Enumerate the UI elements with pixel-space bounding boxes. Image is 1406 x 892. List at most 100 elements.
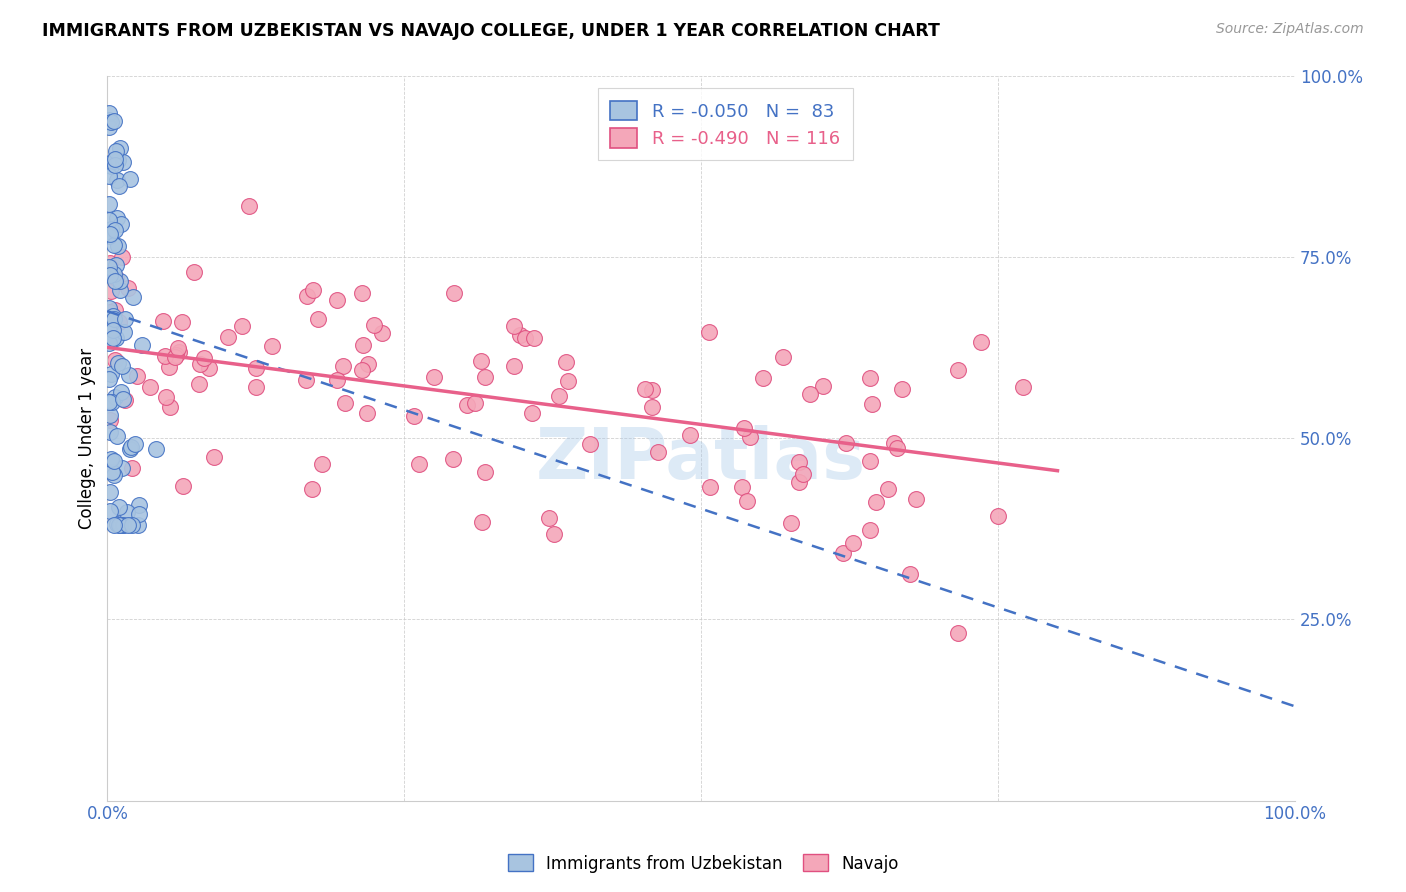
- Point: [634, 382, 657, 396]
- Point: [107, 356, 129, 370]
- Point: [548, 388, 571, 402]
- Point: [813, 379, 835, 393]
- Text: ZIPatlas: ZIPatlas: [536, 425, 866, 494]
- Point: [100, 160, 122, 174]
- Point: [402, 409, 425, 424]
- Point: [641, 384, 664, 398]
- Point: [114, 311, 136, 326]
- Point: [332, 359, 354, 373]
- Point: [842, 535, 865, 549]
- Point: [202, 450, 225, 464]
- Point: [98, 504, 121, 518]
- Point: [97, 106, 120, 120]
- Point: [752, 371, 775, 385]
- Point: [165, 348, 187, 362]
- Point: [104, 258, 127, 272]
- Point: [898, 566, 921, 581]
- Point: [543, 527, 565, 541]
- Point: [121, 518, 143, 533]
- Point: [891, 382, 914, 396]
- Point: [859, 454, 882, 468]
- Point: [98, 196, 121, 211]
- Point: [98, 305, 121, 319]
- Point: [103, 322, 125, 336]
- Point: [128, 499, 150, 513]
- Point: [295, 373, 318, 387]
- Point: [114, 392, 136, 407]
- Point: [423, 370, 446, 384]
- Point: [883, 435, 905, 450]
- Point: [118, 171, 141, 186]
- Point: [470, 354, 492, 368]
- Text: Source: ZipAtlas.com: Source: ZipAtlas.com: [1216, 22, 1364, 37]
- Point: [100, 115, 122, 129]
- Point: [103, 331, 125, 345]
- Point: [107, 239, 129, 253]
- Point: [115, 505, 138, 519]
- Point: [877, 482, 900, 496]
- Point: [117, 518, 139, 533]
- Point: [860, 397, 883, 411]
- Point: [513, 331, 536, 345]
- Point: [311, 457, 333, 471]
- Point: [111, 518, 134, 533]
- Point: [557, 374, 579, 388]
- Point: [731, 480, 754, 494]
- Point: [456, 398, 478, 412]
- Point: [103, 518, 125, 533]
- Point: [127, 368, 149, 383]
- Point: [859, 523, 882, 537]
- Point: [471, 515, 494, 529]
- Point: [647, 445, 669, 459]
- Point: [100, 452, 122, 467]
- Point: [127, 518, 149, 533]
- Point: [640, 400, 662, 414]
- Point: [98, 213, 121, 227]
- Point: [886, 441, 908, 455]
- Legend: Immigrants from Uzbekistan, Navajo: Immigrants from Uzbekistan, Navajo: [501, 847, 905, 880]
- Point: [946, 625, 969, 640]
- Point: [792, 467, 814, 481]
- Point: [108, 518, 131, 533]
- Point: [112, 518, 135, 533]
- Point: [326, 373, 349, 387]
- Point: [307, 312, 329, 326]
- Point: [112, 155, 135, 169]
- Point: [104, 152, 127, 166]
- Point: [105, 429, 128, 443]
- Point: [772, 350, 794, 364]
- Point: [108, 275, 131, 289]
- Text: IMMIGRANTS FROM UZBEKISTAN VS NAVAJO COLLEGE, UNDER 1 YEAR CORRELATION CHART: IMMIGRANTS FROM UZBEKISTAN VS NAVAJO COL…: [42, 22, 941, 40]
- Point: [865, 495, 887, 509]
- Point: [111, 359, 134, 373]
- Point: [231, 319, 253, 334]
- Point: [172, 315, 194, 329]
- Point: [97, 260, 120, 274]
- Point: [100, 285, 122, 299]
- Point: [104, 353, 127, 368]
- Point: [97, 113, 120, 128]
- Point: [103, 238, 125, 252]
- Point: [217, 330, 239, 344]
- Point: [104, 274, 127, 288]
- Point: [834, 436, 856, 450]
- Point: [441, 452, 464, 467]
- Point: [301, 483, 323, 497]
- Point: [117, 281, 139, 295]
- Point: [121, 290, 143, 304]
- Point: [107, 211, 129, 225]
- Point: [295, 289, 318, 303]
- Point: [97, 169, 120, 183]
- Point: [103, 309, 125, 323]
- Point: [858, 371, 880, 385]
- Point: [100, 367, 122, 381]
- Point: [97, 229, 120, 244]
- Point: [124, 437, 146, 451]
- Point: [108, 315, 131, 329]
- Point: [350, 285, 373, 300]
- Point: [139, 379, 162, 393]
- Point: [554, 355, 576, 369]
- Point: [103, 223, 125, 237]
- Point: [110, 384, 132, 399]
- Point: [105, 144, 128, 158]
